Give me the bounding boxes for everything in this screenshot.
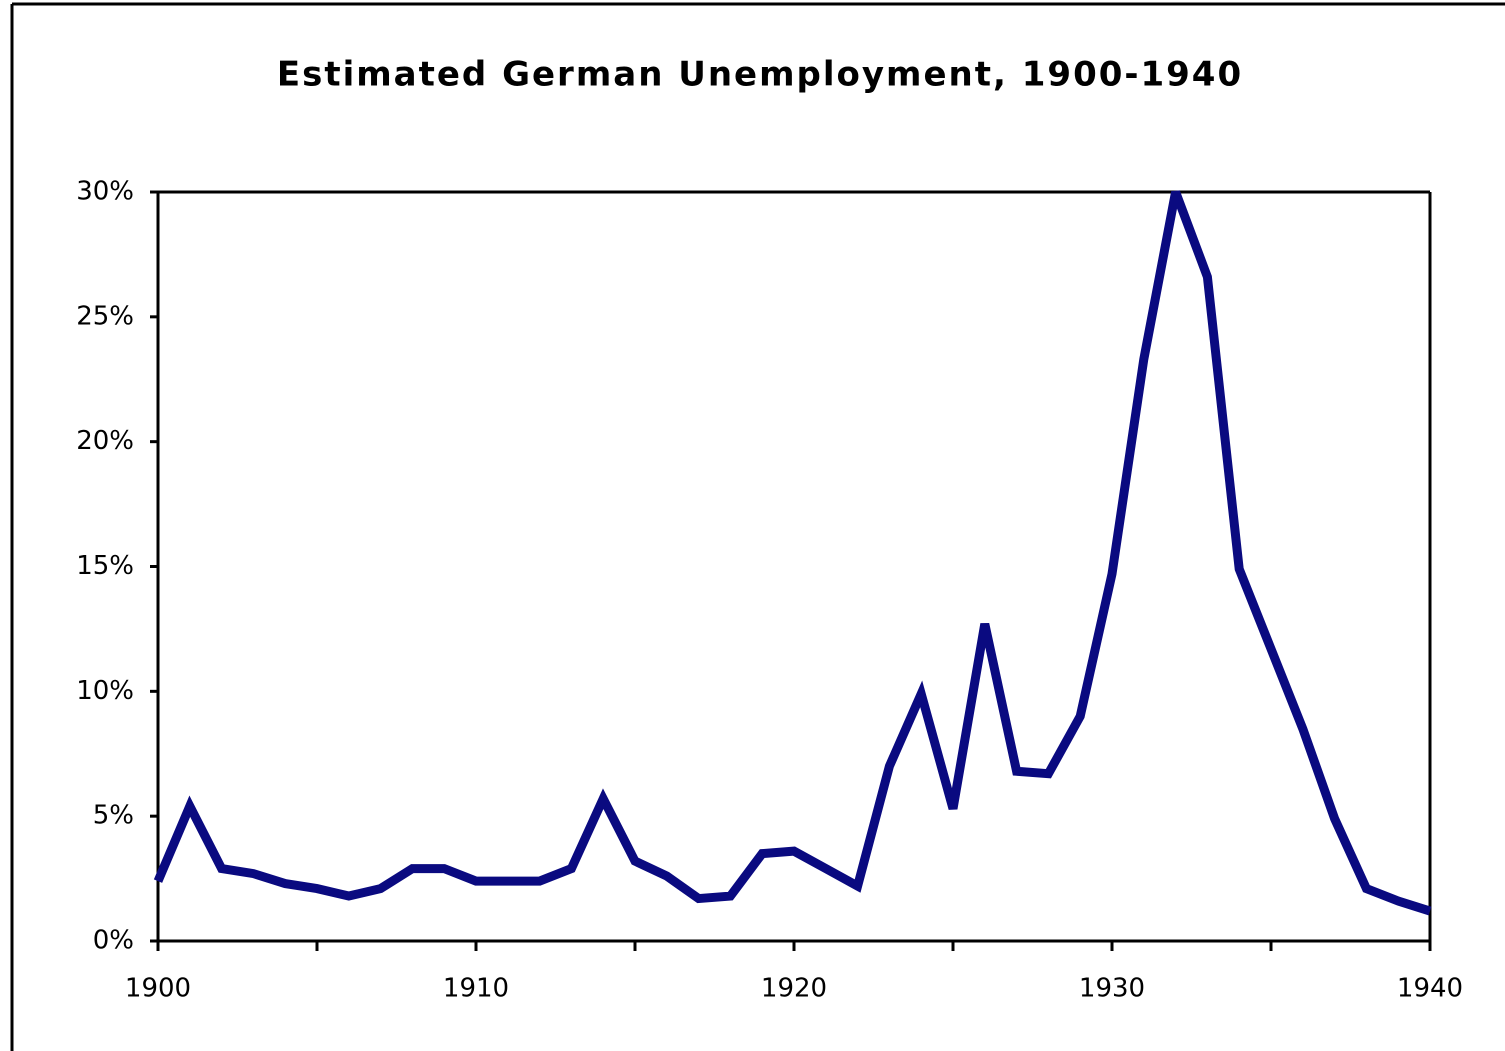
- y-tick-label: 30%: [76, 177, 134, 207]
- y-tick-label: 20%: [76, 426, 134, 456]
- y-tick-label: 15%: [76, 551, 134, 581]
- y-tick-label: 25%: [76, 301, 134, 331]
- chart-title: Estimated German Unemployment, 1900-1940: [277, 55, 1243, 95]
- x-tick-label: 1930: [1079, 974, 1145, 1004]
- y-tick-label: 0%: [93, 926, 134, 956]
- y-tick-label: 5%: [93, 801, 134, 831]
- x-tick-label: 1910: [443, 974, 509, 1004]
- data-line: [153, 190, 1432, 916]
- x-tick-label: 1900: [125, 974, 191, 1004]
- y-tick-label: 10%: [76, 676, 134, 706]
- x-tick-label: 1940: [1397, 974, 1463, 1004]
- x-tick-label: 1920: [761, 974, 827, 1004]
